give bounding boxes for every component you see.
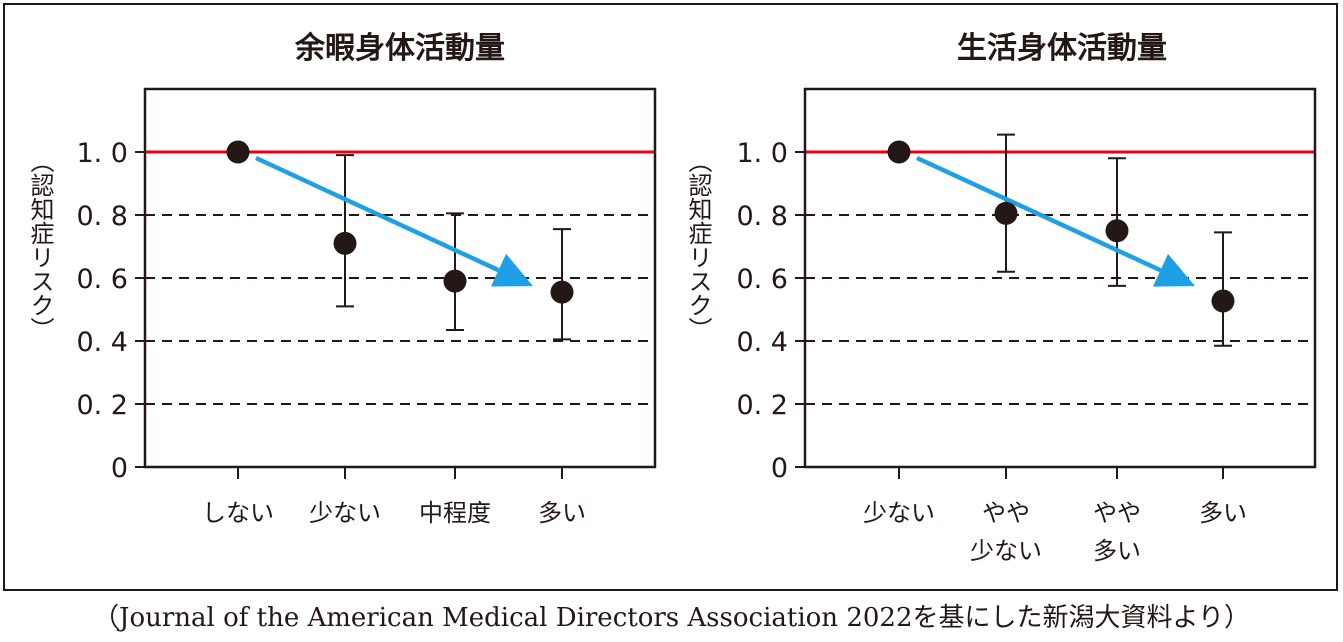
x-category-label: 多い [1199, 499, 1247, 527]
trend-arrow-line [255, 155, 500, 273]
data-point [994, 201, 1018, 225]
trend-arrow-head [1152, 253, 1195, 287]
data-point [443, 269, 467, 293]
data-point [226, 140, 250, 164]
data-point [887, 140, 911, 164]
y-tick-label: 0. 8 [76, 201, 128, 232]
x-category-label: やや [1093, 499, 1141, 527]
data-point [550, 280, 574, 304]
source-note: （Journal of the American Medical Directo… [93, 603, 1250, 633]
x-category-label: 多い [1093, 537, 1141, 565]
data-point [333, 231, 357, 255]
chart-title: 生活身体活動量 [957, 31, 1167, 66]
y-tick-label: 0. 4 [736, 327, 788, 358]
y-tick-label: 0. 2 [736, 390, 788, 421]
x-category-label: やや [982, 499, 1030, 527]
x-category-label: 多い [538, 499, 586, 527]
y-tick-label: 1. 0 [736, 138, 788, 169]
x-category-label: 中程度 [419, 499, 491, 527]
trend-arrow-line [916, 155, 1162, 273]
y-tick-label: 0. 6 [736, 264, 788, 295]
trend-arrow-head [490, 253, 533, 287]
chart-title: 余暇身体活動量 [294, 31, 505, 66]
y-tick-label: 0 [771, 453, 788, 484]
y-axis-label: （認知症リスク） [684, 149, 712, 341]
x-category-label: 少ない [309, 499, 381, 527]
x-category-label: しない [202, 499, 274, 527]
y-tick-label: 0 [111, 453, 128, 484]
figure-frame [3, 3, 1338, 591]
y-tick-label: 1. 0 [76, 138, 128, 169]
y-tick-label: 0. 2 [76, 390, 128, 421]
data-point [1105, 219, 1129, 243]
y-axis-label: （認知症リスク） [26, 149, 54, 341]
y-tick-label: 0. 8 [736, 201, 788, 232]
x-category-label: 少ない [970, 537, 1042, 565]
chart-panel-1: 余暇身体活動量 0 0. 2 0. 4 0. 6 0. 8 1. 0 しない 少ない 中程度 多い （… [26, 31, 657, 527]
x-category-label: 少ない [863, 499, 935, 527]
y-tick-label: 0. 6 [76, 264, 128, 295]
data-point [1211, 289, 1235, 313]
y-tick-label: 0. 4 [76, 327, 128, 358]
